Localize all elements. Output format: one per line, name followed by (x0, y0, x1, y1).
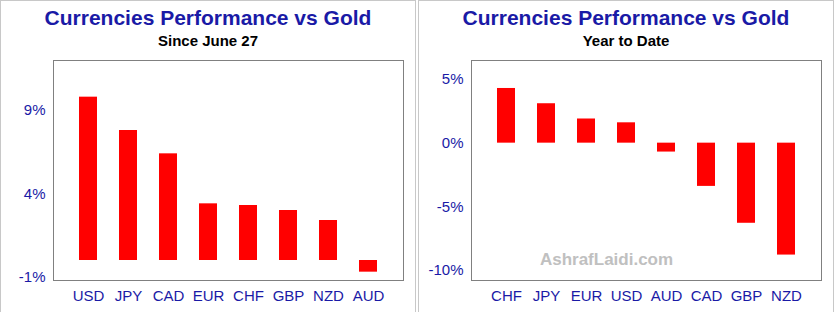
svg-text:CAD: CAD (691, 287, 723, 304)
svg-text:EUR: EUR (571, 287, 603, 304)
svg-text:9%: 9% (24, 101, 46, 118)
html-text:Year to Date: Year to Date (582, 32, 670, 49)
svg-text:JPY: JPY (115, 287, 143, 304)
svg-text:NZD: NZD (771, 287, 802, 304)
svg-text:NZD: NZD (313, 287, 344, 304)
svg-text:USD: USD (611, 287, 643, 304)
html-text:Since June 27: Since June 27 (158, 32, 258, 49)
svg-text:JPY: JPY (533, 287, 561, 304)
html-text:Currencies Performance vs Gold: Currencies Performance vs Gold (44, 6, 372, 29)
svg-text:GBP: GBP (731, 287, 763, 304)
svg-text:CHF: CHF (491, 287, 522, 304)
svg-text:EUR: EUR (193, 287, 225, 304)
svg-text:CHF: CHF (233, 287, 264, 304)
svg-text:CAD: CAD (153, 287, 185, 304)
html-text:Currencies Performance vs Gold: Currencies Performance vs Gold (462, 6, 790, 29)
svg-text:0%: 0% (442, 134, 464, 151)
svg-text:-1%: -1% (19, 268, 46, 285)
svg-text:-10%: -10% (428, 261, 463, 278)
svg-text:4%: 4% (24, 185, 46, 202)
svg-text:-5%: -5% (437, 198, 464, 215)
svg-text:5%: 5% (442, 70, 464, 87)
svg-text:AUD: AUD (651, 287, 683, 304)
svg-text:GBP: GBP (273, 287, 305, 304)
svg-text:AUD: AUD (353, 287, 385, 304)
svg-text:USD: USD (73, 287, 105, 304)
svg-text:AshrafLaidi.com: AshrafLaidi.com (540, 250, 673, 269)
